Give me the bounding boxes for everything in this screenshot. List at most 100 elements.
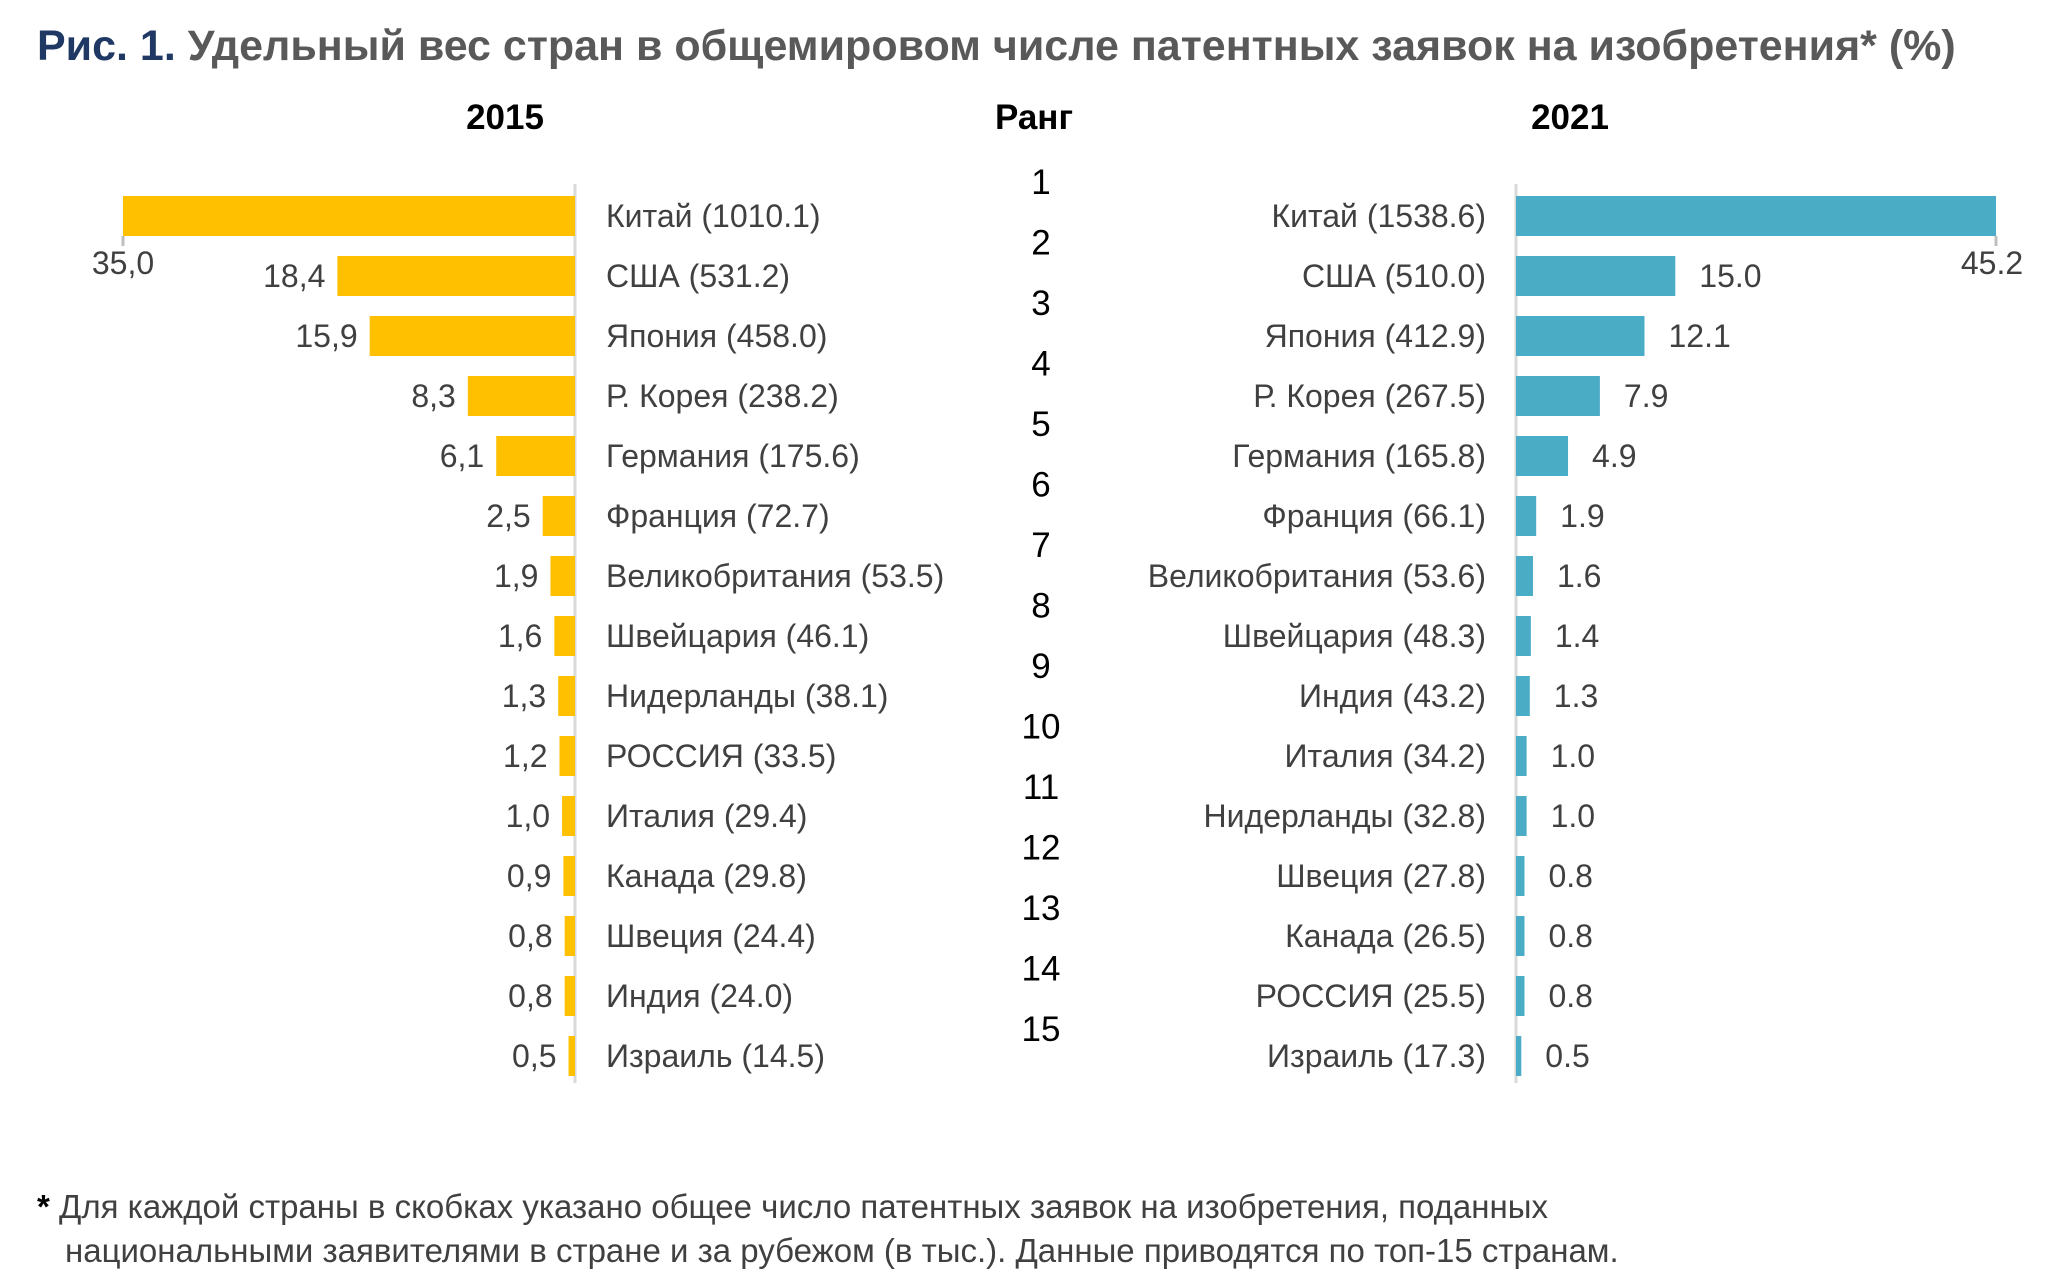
- bar-2015: [542, 496, 575, 536]
- category-label-2015: Швеция (24.4): [606, 918, 816, 954]
- value-label-2015: 0,9: [507, 858, 551, 894]
- figure-number: Рис. 1.: [37, 22, 176, 70]
- rank-number: 13: [1022, 889, 1061, 928]
- value-label-2021: 1.6: [1557, 558, 1601, 594]
- category-label-2015: Нидерланды (38.1): [606, 678, 888, 714]
- category-label-2021: Франция (66.1): [1262, 498, 1486, 534]
- bar-2021: [1516, 316, 1645, 356]
- bar-2021: [1516, 496, 1537, 536]
- bar-2021: [1516, 676, 1530, 716]
- category-label-2015: США (531.2): [606, 258, 790, 294]
- category-label-2021: РОССИЯ (25.5): [1256, 978, 1486, 1014]
- value-label-2021: 1.0: [1551, 738, 1595, 774]
- category-label-2015: РОССИЯ (33.5): [606, 738, 836, 774]
- rank-number: 11: [1023, 768, 1059, 807]
- category-label-2015: Италия (29.4): [606, 798, 807, 834]
- category-label-2021: Швейцария (48.3): [1223, 618, 1486, 654]
- value-label-2021: 12.1: [1668, 318, 1730, 354]
- value-label-2021: 0.5: [1545, 1038, 1589, 1074]
- value-label-2021: 7.9: [1624, 378, 1668, 414]
- footnote: * Для каждой страны в скобках указано об…: [37, 1185, 1619, 1273]
- rank-number: 6: [1031, 466, 1050, 505]
- value-label-2015: 18,4: [263, 258, 325, 294]
- bar-2015: [562, 796, 575, 836]
- rank-number: 12: [1022, 829, 1061, 868]
- value-label-2021: 0.8: [1548, 858, 1592, 894]
- bar-2021: [1516, 436, 1569, 476]
- bar-2015: [550, 556, 575, 596]
- category-label-2015: Великобритания (53.5): [606, 558, 944, 594]
- category-label-2021: Китай (1538.6): [1271, 198, 1486, 234]
- category-label-2015: Япония (458.0): [606, 318, 827, 354]
- bar-2015: [568, 1036, 575, 1076]
- value-label-2015: 0,5: [512, 1038, 556, 1074]
- value-label-2015: 1,6: [498, 618, 542, 654]
- bar-2015: [467, 376, 575, 416]
- rank-number: 5: [1031, 405, 1050, 444]
- category-label-2015: Германия (175.6): [606, 438, 860, 474]
- chart-title: Рис. 1. Удельный вес стран в общемировом…: [37, 22, 1956, 71]
- value-label-2021: 1.0: [1551, 798, 1595, 834]
- category-label-2021: Великобритания (53.6): [1148, 558, 1486, 594]
- bar-2015: [559, 736, 575, 776]
- header-2015: 2015: [466, 98, 544, 137]
- category-label-2015: Швейцария (46.1): [606, 618, 869, 654]
- bar-2015: [369, 316, 575, 356]
- value-label-2015: 1,9: [494, 558, 538, 594]
- bar-2021: [1516, 196, 1996, 236]
- value-label-2021: 1.9: [1560, 498, 1604, 534]
- bar-2021: [1516, 1036, 1522, 1076]
- value-label-2021: 0.8: [1548, 918, 1592, 954]
- bar-2021: [1516, 976, 1525, 1016]
- footnote-star: *: [37, 1188, 50, 1225]
- rank-number: 8: [1031, 587, 1050, 626]
- bar-2021: [1516, 616, 1531, 656]
- bar-2015: [563, 856, 575, 896]
- rank-number: 4: [1031, 345, 1050, 384]
- category-label-2015: Китай (1010.1): [606, 198, 821, 234]
- value-label-2015: 1,3: [502, 678, 546, 714]
- bar-2015: [554, 616, 575, 656]
- rank-number: 14: [1022, 950, 1061, 989]
- value-label-2021: 15.0: [1699, 258, 1761, 294]
- value-label-2015: 0,8: [508, 978, 552, 1014]
- category-label-2015: Франция (72.7): [606, 498, 830, 534]
- rank-number: 15: [1022, 1010, 1061, 1049]
- footnote-line-1: Для каждой страны в скобках указано обще…: [59, 1188, 1548, 1225]
- value-label-2015: 0,8: [508, 918, 552, 954]
- rank-number: 9: [1031, 647, 1050, 686]
- category-label-2015: Канада (29.8): [606, 858, 807, 894]
- value-label-2015: 35,0: [92, 245, 154, 281]
- category-label-2021: Р. Корея (267.5): [1253, 378, 1486, 414]
- rank-number: 2: [1031, 224, 1050, 263]
- category-label-2021: Израиль (17.3): [1267, 1038, 1486, 1074]
- bar-2015: [496, 436, 575, 476]
- bar-2021: [1516, 856, 1525, 896]
- header-rank: Ранг: [994, 98, 1074, 137]
- category-label-2021: Нидерланды (32.8): [1204, 798, 1486, 834]
- bar-2021: [1516, 256, 1676, 296]
- value-label-2015: 15,9: [295, 318, 357, 354]
- bar-2021: [1516, 916, 1525, 956]
- bar-2021: [1516, 796, 1527, 836]
- bar-2015: [123, 196, 575, 236]
- value-label-2021: 1.3: [1554, 678, 1598, 714]
- category-label-2021: Германия (165.8): [1232, 438, 1486, 474]
- category-label-2021: Япония (412.9): [1265, 318, 1486, 354]
- category-label-2015: Индия (24.0): [606, 978, 793, 1014]
- value-label-2021: 0.8: [1548, 978, 1592, 1014]
- bar-2015: [564, 976, 575, 1016]
- value-label-2015: 6,1: [440, 438, 484, 474]
- rank-number: 1: [1031, 163, 1050, 202]
- value-label-2015: 1,0: [506, 798, 550, 834]
- rank-number: 10: [1022, 708, 1061, 747]
- rank-number: 3: [1031, 284, 1050, 323]
- value-label-2021: 1.4: [1555, 618, 1599, 654]
- bar-2021: [1516, 736, 1527, 776]
- category-label-2015: Р. Корея (238.2): [606, 378, 839, 414]
- category-label-2021: Индия (43.2): [1299, 678, 1486, 714]
- bar-2015: [558, 676, 575, 716]
- bar-2021: [1516, 376, 1600, 416]
- footnote-line-2: национальными заявителями в стране и за …: [65, 1232, 1619, 1269]
- value-label-2021: 4.9: [1592, 438, 1636, 474]
